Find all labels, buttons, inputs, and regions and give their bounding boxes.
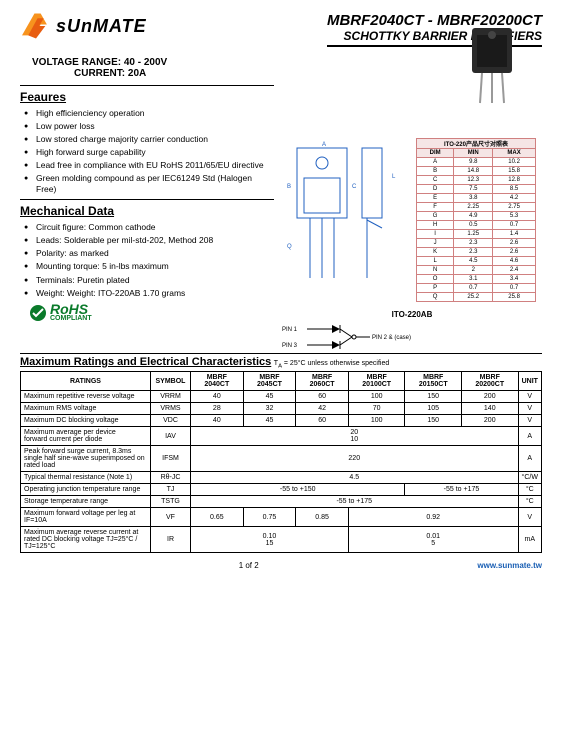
mechanical-list: Circuit figure: Common cathode Leads: Sol… xyxy=(24,222,274,298)
mechanical-item: Terminals: Puretin plated xyxy=(24,275,274,286)
current-value: 20A xyxy=(128,68,146,79)
pin-diagram: ITO-220AB PIN 1 PIN 3 PIN 2 & (case) xyxy=(282,310,542,351)
rohs-badge: RoHS COMPLIANT xyxy=(28,303,274,325)
svg-text:L: L xyxy=(392,174,396,180)
voltage-label: VOLTAGE RANGE: xyxy=(32,57,121,68)
logo: sUnMATE xyxy=(20,12,147,40)
dimension-table: ITO-220产品尺寸对照表 DIMMINMAX A9.810.2B14.815… xyxy=(416,138,536,302)
feature-item: Low power loss xyxy=(24,121,274,132)
mechanical-item: Mounting torque: 5 in-lbs maximum xyxy=(24,261,274,272)
svg-text:C: C xyxy=(352,184,357,190)
mechanical-drawing: B Q A C L xyxy=(282,138,412,298)
feature-item: High efficienciency operation xyxy=(24,108,274,119)
features-title: Feaures xyxy=(20,90,274,104)
ratings-table: RATINGSSYMBOLMBRF 2040CTMBRF 2045CTMBRF … xyxy=(20,371,542,553)
voltage-value: 40 - 200V xyxy=(124,57,167,68)
svg-text:PIN 2 & (case): PIN 2 & (case) xyxy=(372,335,411,341)
feature-item: Low stored charge majority carrier condu… xyxy=(24,134,274,145)
mechanical-item: Leads: Solderable per mil-std-202, Metho… xyxy=(24,235,274,246)
features-list: High efficienciency operation Low power l… xyxy=(24,108,274,195)
footer-url: www.sunmate.tw xyxy=(477,561,542,570)
ratings-title: Maximum Ratings and Electrical Character… xyxy=(20,356,271,368)
mechanical-title: Mechanical Data xyxy=(20,204,274,218)
page-number: 1 of 2 xyxy=(239,561,259,570)
mechanical-item: Weight: Weight: ITO-220AB 1.70 grams xyxy=(24,288,274,299)
svg-text:B: B xyxy=(287,184,291,190)
rohs-check-icon xyxy=(28,303,48,323)
package-image xyxy=(452,23,532,113)
svg-text:PIN 1: PIN 1 xyxy=(282,327,298,333)
svg-text:A: A xyxy=(322,142,326,148)
svg-text:Q: Q xyxy=(287,244,292,250)
mechanical-item: Polarity: as marked xyxy=(24,248,274,259)
feature-item: High forward surge capability xyxy=(24,147,274,158)
ratings-note: TA = 25°C unless otherwise specified xyxy=(274,360,389,367)
logo-text: sUnMATE xyxy=(56,16,147,37)
feature-item: Lead free in compliance with EU RoHS 201… xyxy=(24,160,274,171)
svg-text:PIN 3: PIN 3 xyxy=(282,343,298,349)
logo-icon xyxy=(20,12,52,40)
feature-item: Green molding compound as per IEC61249 S… xyxy=(24,173,274,195)
mechanical-item: Circuit figure: Common cathode xyxy=(24,222,274,233)
current-label: CURRENT: xyxy=(74,68,125,79)
